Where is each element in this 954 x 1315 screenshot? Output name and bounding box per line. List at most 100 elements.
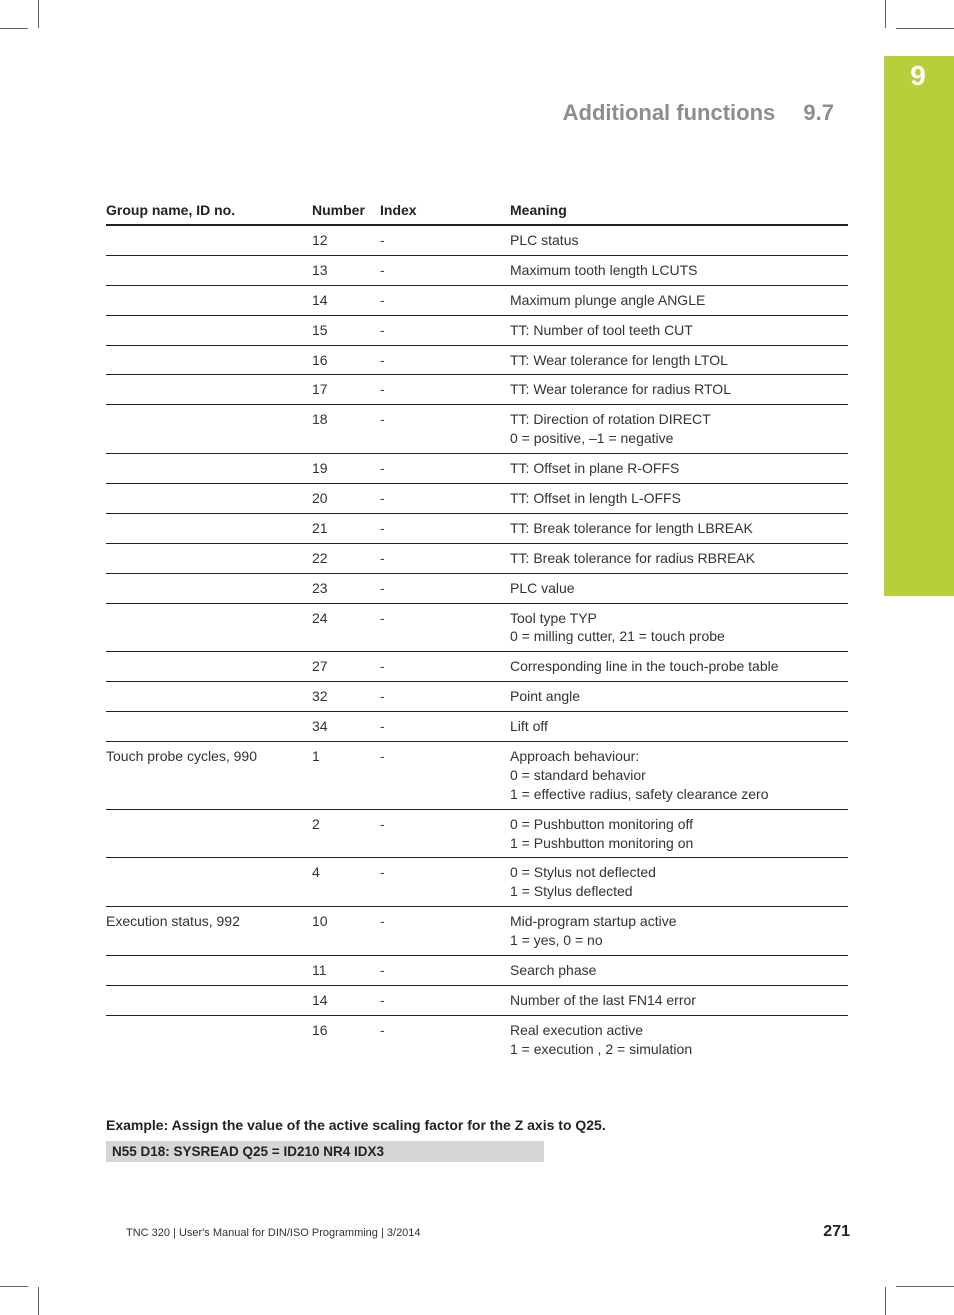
cell-index: - [380, 985, 510, 1015]
cell-number: 1 [312, 742, 380, 810]
crop-mark [896, 28, 954, 29]
cell-number: 23 [312, 573, 380, 603]
cell-meaning: 0 = Pushbutton monitoring off 1 = Pushbu… [510, 809, 848, 858]
table-header-row: Group name, ID no. Number Index Meaning [106, 198, 848, 225]
cell-number: 20 [312, 484, 380, 514]
cell-group [106, 285, 312, 315]
cell-index: - [380, 809, 510, 858]
table-row: 13-Maximum tooth length LCUTS [106, 255, 848, 285]
cell-meaning: TT: Offset in plane R-OFFS [510, 454, 848, 484]
cell-meaning: Search phase [510, 956, 848, 986]
cell-number: 15 [312, 315, 380, 345]
table-row: 32-Point angle [106, 682, 848, 712]
cell-group: Execution status, 992 [106, 907, 312, 956]
cell-meaning: TT: Direction of rotation DIRECT 0 = pos… [510, 405, 848, 454]
cell-meaning: Corresponding line in the touch-probe ta… [510, 652, 848, 682]
cell-group [106, 375, 312, 405]
table-row: 16-TT: Wear tolerance for length LTOL [106, 345, 848, 375]
cell-number: 16 [312, 345, 380, 375]
table-row: 21-TT: Break tolerance for length LBREAK [106, 513, 848, 543]
cell-meaning: TT: Wear tolerance for length LTOL [510, 345, 848, 375]
cell-index: - [380, 858, 510, 907]
cell-number: 32 [312, 682, 380, 712]
cell-number: 18 [312, 405, 380, 454]
crop-mark [0, 28, 28, 29]
page-number: 271 [823, 1223, 850, 1241]
crop-mark [885, 1287, 886, 1315]
cell-meaning: TT: Break tolerance for radius RBREAK [510, 543, 848, 573]
cell-meaning: PLC value [510, 573, 848, 603]
cell-number: 17 [312, 375, 380, 405]
cell-group [106, 858, 312, 907]
section-title: Additional functions [563, 100, 776, 125]
table-row: 2-0 = Pushbutton monitoring off 1 = Push… [106, 809, 848, 858]
table-row: 18-TT: Direction of rotation DIRECT 0 = … [106, 405, 848, 454]
page-footer: TNC 320 | User's Manual for DIN/ISO Prog… [126, 1223, 850, 1241]
page-content: Group name, ID no. Number Index Meaning … [106, 198, 848, 1162]
cell-index: - [380, 682, 510, 712]
cell-group [106, 405, 312, 454]
example-code: N55 D18: SYSREAD Q25 = ID210 NR4 IDX3 [106, 1141, 544, 1162]
cell-meaning: TT: Number of tool teeth CUT [510, 315, 848, 345]
table-row: 17-TT: Wear tolerance for radius RTOL [106, 375, 848, 405]
cell-index: - [380, 956, 510, 986]
cell-group [106, 1015, 312, 1063]
cell-meaning: PLC status [510, 225, 848, 255]
cell-index: - [380, 513, 510, 543]
cell-number: 11 [312, 956, 380, 986]
col-header-meaning: Meaning [510, 198, 848, 225]
cell-index: - [380, 375, 510, 405]
cell-number: 14 [312, 285, 380, 315]
parameters-table: Group name, ID no. Number Index Meaning … [106, 198, 848, 1064]
col-header-index: Index [380, 198, 510, 225]
cell-meaning: TT: Offset in length L-OFFS [510, 484, 848, 514]
table-row: 19-TT: Offset in plane R-OFFS [106, 454, 848, 484]
cell-number: 12 [312, 225, 380, 255]
chapter-tab [884, 56, 954, 596]
cell-group [106, 345, 312, 375]
cell-index: - [380, 255, 510, 285]
cell-index: - [380, 484, 510, 514]
table-row: 15-TT: Number of tool teeth CUT [106, 315, 848, 345]
cell-number: 22 [312, 543, 380, 573]
crop-mark [0, 1286, 28, 1287]
example-title: Example: Assign the value of the active … [106, 1116, 646, 1136]
cell-group [106, 454, 312, 484]
example-block: Example: Assign the value of the active … [106, 1116, 646, 1163]
table-row: Touch probe cycles, 9901-Approach behavi… [106, 742, 848, 810]
cell-meaning: Maximum plunge angle ANGLE [510, 285, 848, 315]
cell-group [106, 956, 312, 986]
table-row: 14-Number of the last FN14 error [106, 985, 848, 1015]
cell-meaning: TT: Wear tolerance for radius RTOL [510, 375, 848, 405]
cell-meaning: 0 = Stylus not deflected 1 = Stylus defl… [510, 858, 848, 907]
cell-group [106, 809, 312, 858]
page: 9 Additional functions 9.7 Group name, I… [0, 0, 954, 1315]
cell-index: - [380, 543, 510, 573]
cell-group [106, 603, 312, 652]
col-header-group: Group name, ID no. [106, 198, 312, 225]
cell-number: 10 [312, 907, 380, 956]
table-row: 14-Maximum plunge angle ANGLE [106, 285, 848, 315]
table-row: 12-PLC status [106, 225, 848, 255]
cell-number: 27 [312, 652, 380, 682]
cell-number: 16 [312, 1015, 380, 1063]
cell-group [106, 543, 312, 573]
cell-meaning: Maximum tooth length LCUTS [510, 255, 848, 285]
cell-index: - [380, 405, 510, 454]
cell-meaning: Approach behaviour: 0 = standard behavio… [510, 742, 848, 810]
cell-number: 14 [312, 985, 380, 1015]
cell-index: - [380, 454, 510, 484]
cell-index: - [380, 285, 510, 315]
cell-meaning: Lift off [510, 712, 848, 742]
crop-mark [38, 0, 39, 28]
table-row: 16-Real execution active 1 = execution ,… [106, 1015, 848, 1063]
table-row: 22-TT: Break tolerance for radius RBREAK [106, 543, 848, 573]
cell-index: - [380, 907, 510, 956]
cell-number: 13 [312, 255, 380, 285]
cell-index: - [380, 603, 510, 652]
cell-number: 4 [312, 858, 380, 907]
cell-number: 21 [312, 513, 380, 543]
cell-index: - [380, 225, 510, 255]
cell-index: - [380, 652, 510, 682]
cell-number: 2 [312, 809, 380, 858]
